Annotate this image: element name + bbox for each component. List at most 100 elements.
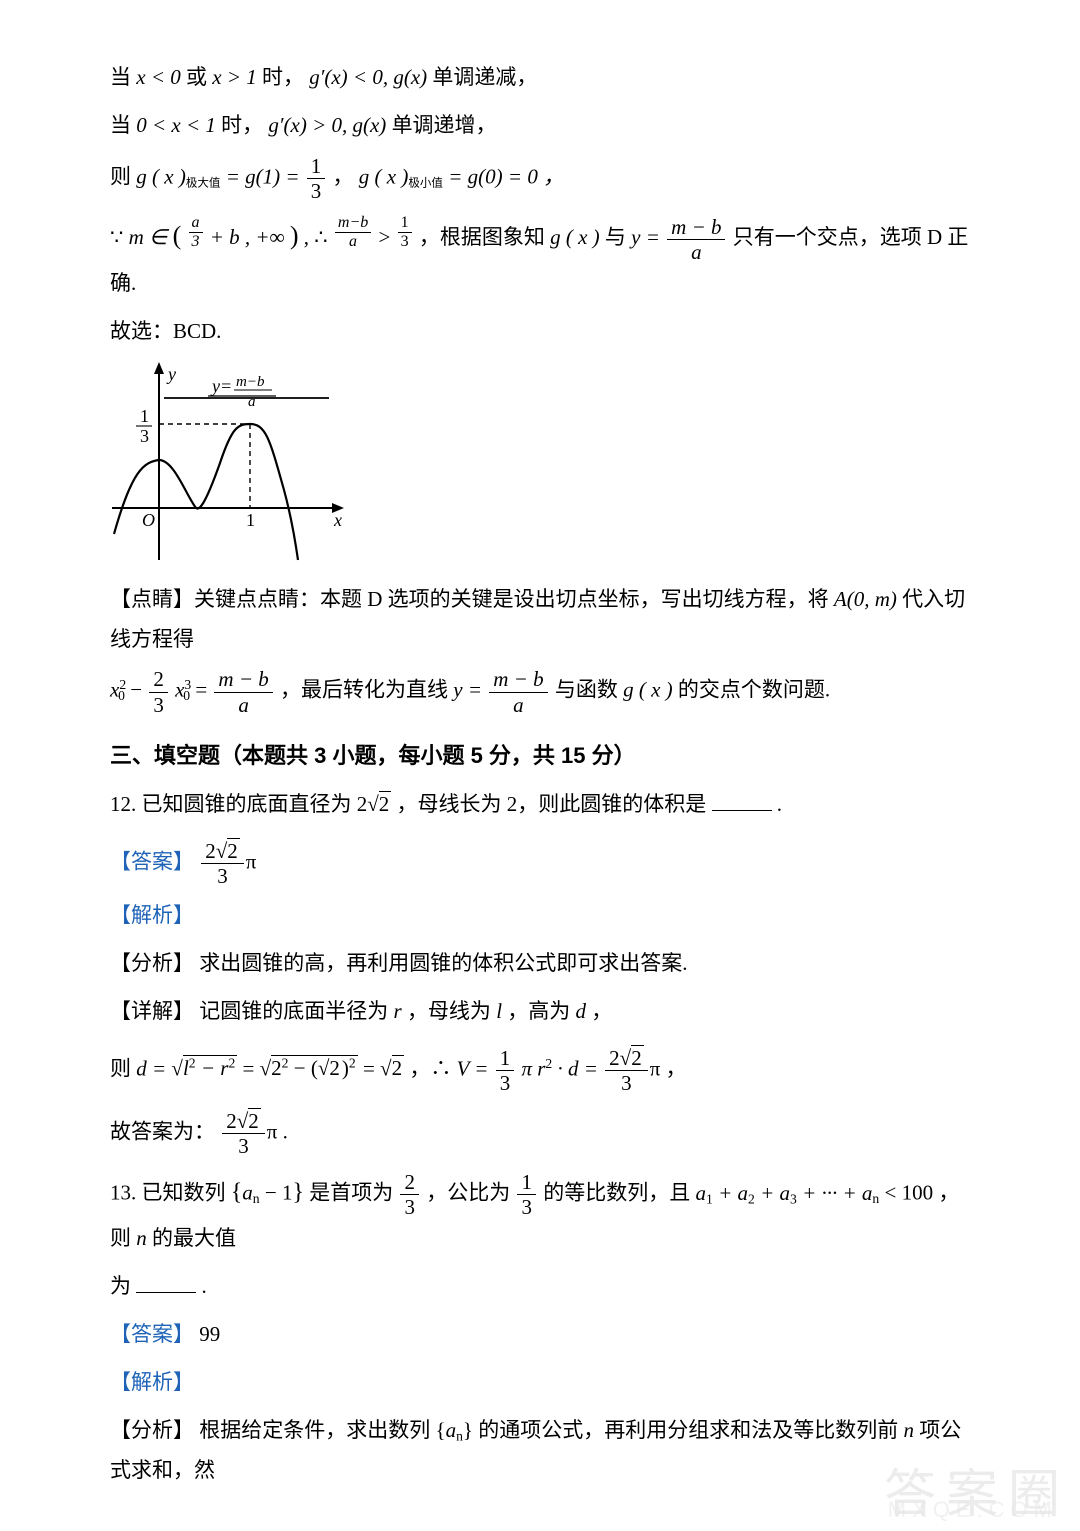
blank-field <box>136 1267 196 1293</box>
math: = <box>195 678 212 702</box>
fraction: 23 <box>149 667 168 716</box>
text: 与 <box>605 225 631 249</box>
para-line: ∵ m ∈ ( a3 + b , +∞ ) , ∴ m−ba > 13 ，根据图… <box>110 211 980 304</box>
math: x > 1 <box>212 65 257 89</box>
text: 时， <box>262 65 304 89</box>
math: − <box>130 678 147 702</box>
ytick-den: 3 <box>140 426 149 446</box>
math: g ( x ) <box>359 164 409 188</box>
fraction: m − ba <box>489 667 547 716</box>
text: ，母线长为 2，则此圆锥的体积是 <box>397 792 707 816</box>
answer-label: 【答案】 <box>110 849 194 873</box>
text: ，最后转化为直线 <box>280 678 453 702</box>
text: 的最大值 <box>152 1226 236 1250</box>
math: d <box>576 999 587 1023</box>
math: = g(1) = <box>226 164 305 188</box>
text: 故选：BCD. <box>110 319 221 343</box>
fraction: 13 <box>307 154 326 203</box>
para-line: 故选：BCD. <box>110 312 980 352</box>
fx-12: 【分析】 求出圆锥的高，再利用圆锥的体积公式即可求出答案. <box>110 944 980 984</box>
text: 当 <box>110 113 136 137</box>
para-line: 当 0 < x < 1 时， g′(x) > 0, g(x) 单调递增， <box>110 106 980 146</box>
brace: { <box>436 1418 446 1442</box>
fx-13: 【分析】 根据给定条件，求出数列 {an} 的通项公式，再利用分组求和法及等比数… <box>110 1411 980 1491</box>
answer-13: 【答案】 99 <box>110 1315 980 1355</box>
text: 根据给定条件，求出数列 <box>199 1418 435 1442</box>
sub: 0 <box>118 688 125 703</box>
text: 求出圆锥的高，再利用圆锥的体积公式即可求出答案. <box>199 951 687 975</box>
sqrt-sign: √ <box>367 792 379 816</box>
pi: π <box>246 849 257 873</box>
ytick-num: 1 <box>140 406 149 426</box>
math: a <box>242 1181 253 1205</box>
sub: 0 <box>183 688 190 703</box>
text: ， <box>333 164 359 188</box>
math: y = <box>631 225 665 249</box>
math: A(0, m) <box>834 587 897 611</box>
sqrt-sign: √ <box>260 1056 272 1080</box>
text: ∵ <box>110 225 129 249</box>
jx-label: 【解析】 <box>110 903 194 927</box>
hline-pre: y= <box>210 376 232 396</box>
blank-field <box>712 785 772 811</box>
math: n <box>904 1418 915 1442</box>
fraction: 13 <box>398 214 412 252</box>
figure-graph: y x O 1 1 3 y= m−b a <box>104 360 354 570</box>
text: 故答案为： <box>110 1119 215 1143</box>
math: π r <box>521 1056 545 1080</box>
question-13: 13. 已知数列 {an − 1} 是首项为 23 ，公比为 13 的等比数列，… <box>110 1170 980 1259</box>
math: 2 <box>357 792 368 816</box>
answer-value: 99 <box>199 1322 220 1346</box>
answer-12: 【答案】 2√2 3 π <box>110 839 980 888</box>
sub: n <box>456 1429 463 1444</box>
math: y = <box>453 678 487 702</box>
math: d = <box>136 1056 171 1080</box>
text: ，∴ <box>409 1056 456 1080</box>
radicand: 2 <box>379 791 392 816</box>
y-axis-label: y <box>166 364 176 384</box>
text: ，公比为 <box>426 1181 515 1205</box>
subscript: 极小值 <box>408 177 443 189</box>
pi: π . <box>267 1119 288 1143</box>
text: 记圆锥的底面半径为 <box>199 999 393 1023</box>
para-line: 则 g ( x )极大值 = g(1) = 13 ， g ( x )极小值 = … <box>110 154 980 203</box>
text: . <box>202 1274 207 1298</box>
math: V = <box>457 1056 494 1080</box>
watermark-sub: MXQE.COM <box>888 1489 1058 1531</box>
brace: } <box>292 1180 304 1206</box>
text: 与函数 <box>555 678 623 702</box>
math: l <box>496 999 502 1023</box>
text: 当 <box>110 65 136 89</box>
math: g ( x ) <box>623 678 673 702</box>
math: = <box>243 1056 260 1080</box>
xj-12b: 则 d = √l2 − r2 = √22 − (√2)2 = √2 ，∴ V =… <box>110 1046 980 1095</box>
fraction: a3 <box>189 214 203 252</box>
xj-label: 【详解】 <box>110 999 194 1023</box>
section-heading: 三、填空题（本题共 3 小题，每小题 5 分，共 15 分） <box>110 735 980 777</box>
brace: { <box>231 1180 243 1206</box>
text: 单调递减， <box>432 65 537 89</box>
math: a <box>446 1418 457 1442</box>
fraction: 2√2 3 <box>605 1046 648 1095</box>
text: ，母线为 <box>407 999 496 1023</box>
text: 单调递增， <box>392 113 497 137</box>
gd-12: 故答案为： 2√2 3 π . <box>110 1109 980 1158</box>
radicand: 2 <box>392 1055 405 1080</box>
math: r <box>394 999 402 1023</box>
jx-label: 【解析】 <box>110 1370 194 1394</box>
question-12: 12. 已知圆锥的底面直径为 2√2 ，母线长为 2，则此圆锥的体积是 . <box>110 785 980 825</box>
delim: ) <box>290 221 299 250</box>
graph-svg: y x O 1 1 3 y= m−b a <box>104 360 354 570</box>
text: 或 <box>186 65 212 89</box>
sup: 2 <box>545 1056 552 1071</box>
subscript: 极大值 <box>186 177 221 189</box>
delim: ( <box>173 221 182 250</box>
text: 是首项为 <box>309 1181 398 1205</box>
math: = g(0) = 0 ， <box>448 164 564 188</box>
fraction: m − ba <box>214 667 272 716</box>
math: + b , +∞ <box>210 225 285 249</box>
text: . <box>777 792 782 816</box>
sub: n <box>872 1191 879 1206</box>
text: 为 <box>110 1274 131 1298</box>
fraction: 23 <box>400 1170 419 1219</box>
